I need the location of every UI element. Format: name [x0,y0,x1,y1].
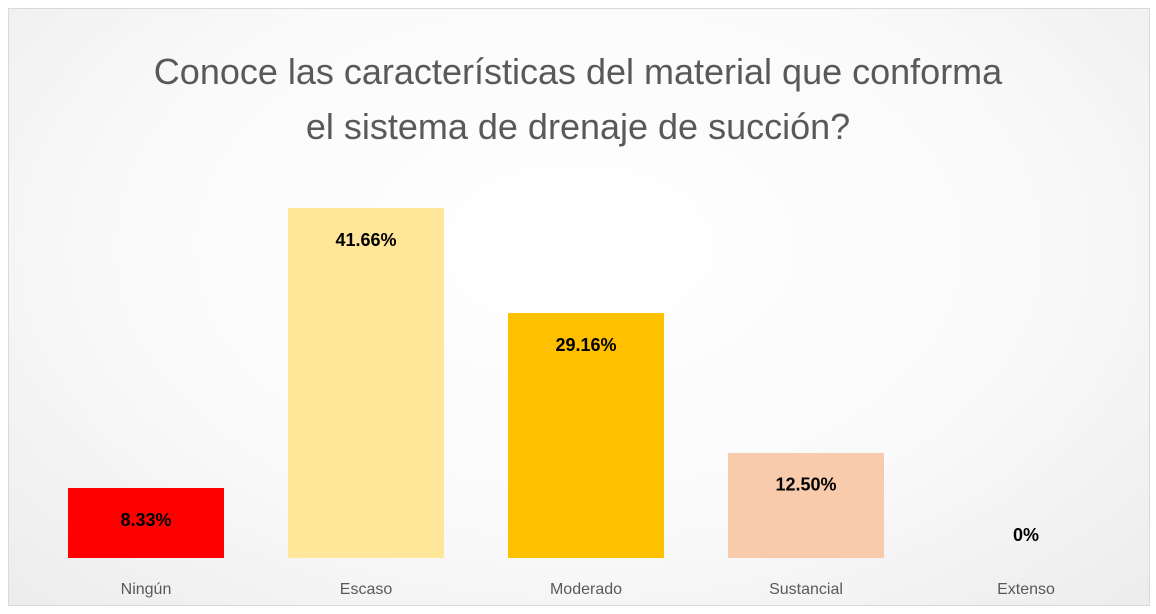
x-tick-label: Moderado [550,581,622,598]
data-label: 41.66% [335,230,396,250]
bar [288,208,444,558]
data-label: 8.33% [120,510,171,530]
chart-title: Conoce las características del material … [153,51,1003,147]
data-label: 29.16% [555,335,616,355]
bar [728,452,884,558]
x-tick-label: Sustancial [769,581,843,598]
bar [68,488,224,558]
data-label: 0% [1013,525,1039,545]
x-tick-label: Ningún [121,581,172,598]
data-label: 12.50% [775,475,836,495]
x-tick-label: Escaso [340,581,393,598]
bar [508,313,664,558]
x-tick-label: Extenso [997,581,1055,598]
